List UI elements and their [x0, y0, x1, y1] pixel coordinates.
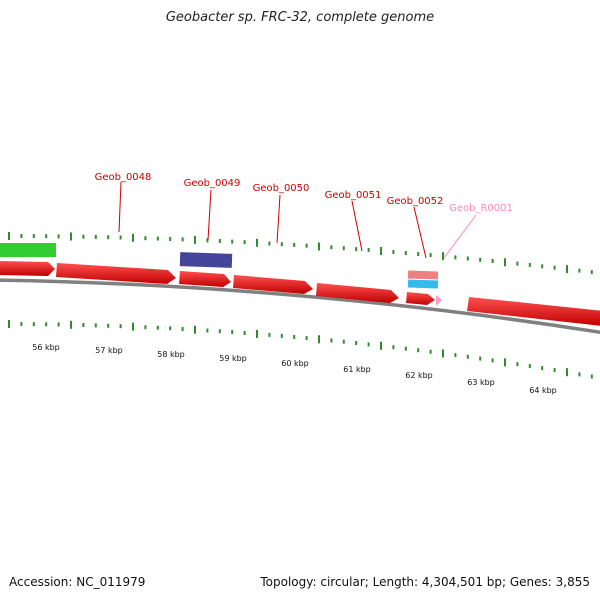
gene-label-text: Geob_0048 [95, 172, 152, 183]
gene-label-geob-0052: Geob_0052 [387, 196, 444, 259]
tick-label: 56 kbp [32, 343, 60, 352]
accession-text: Accession: NC_011979 [9, 575, 146, 589]
inner-tick-row [8, 320, 593, 379]
tick-label: 59 kbp [219, 354, 247, 363]
cds-arrow-geob-0052 [406, 292, 435, 305]
gene-label-text: Geob_0052 [387, 196, 444, 207]
gene-label-geob-0050: Geob_0050 [253, 183, 310, 244]
gene-label-geob-0051: Geob_0051 [325, 190, 382, 252]
genome-summary-text: Topology: circular; Length: 4,304,501 bp… [260, 575, 590, 589]
map-title: Geobacter sp. FRC-32, complete genome [165, 10, 435, 25]
tick-label: 64 kbp [529, 386, 557, 395]
gene-label-text: Geob_0050 [253, 183, 310, 194]
rrna-feature [407, 270, 439, 280]
cds-arrow-geob-0051 [316, 283, 399, 303]
tick-label: 62 kbp [405, 371, 433, 380]
rna-arrow-geob-r0001 [436, 295, 442, 306]
cds-arrow-geob-0050 [233, 275, 313, 294]
genome-backbone [0, 278, 600, 334]
cds-arrow-1 [0, 261, 55, 276]
gene-label-geob-0049: Geob_0049 [184, 178, 241, 241]
misc-feature-purple [179, 252, 233, 268]
cds-arrow-geob-0049 [179, 271, 231, 287]
tick-label: 61 kbp [343, 365, 371, 374]
cds-arrow-geob-0048 [56, 263, 176, 284]
outer-tick-row [8, 232, 593, 275]
tick-label: 60 kbp [281, 359, 309, 368]
gene-label-geob-0048: Geob_0048 [95, 172, 152, 233]
misc-feature-green [0, 243, 56, 257]
gene-label-text: Geob_0051 [325, 190, 382, 201]
trna-feature [407, 279, 439, 289]
tick-label: 57 kbp [95, 346, 123, 355]
cds-arrows [0, 261, 600, 326]
tick-label: 58 kbp [157, 350, 185, 359]
cds-arrow-right [467, 297, 600, 326]
position-scale: 56 kbp 57 kbp 58 kbp 59 kbp 60 kbp 61 kb… [32, 343, 557, 395]
tick-label: 63 kbp [467, 378, 495, 387]
gene-label-text: Geob_R0001 [449, 203, 513, 214]
gene-label-geob-r0001: Geob_R0001 [443, 203, 513, 259]
gene-label-text: Geob_0049 [184, 178, 241, 189]
